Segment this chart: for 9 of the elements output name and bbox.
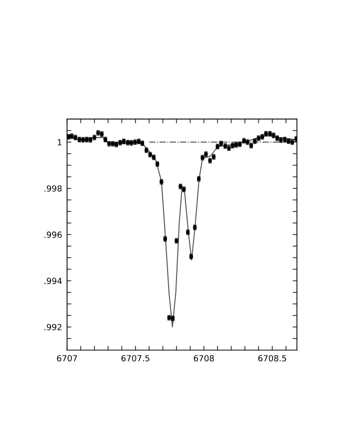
y-tick-label: 1 (58, 139, 62, 146)
y-tick-label: .998 (44, 185, 62, 192)
x-tick-label: 6707.5 (121, 355, 150, 362)
y-tick-label: .994 (44, 278, 62, 284)
y-tick-label: .996 (44, 232, 62, 238)
y-tick-label: .992 (44, 324, 62, 330)
x-tick-label: 6708.5 (258, 355, 286, 362)
x-tick-label: 6707 (57, 355, 77, 362)
x-tick-label: 6708 (194, 355, 214, 362)
